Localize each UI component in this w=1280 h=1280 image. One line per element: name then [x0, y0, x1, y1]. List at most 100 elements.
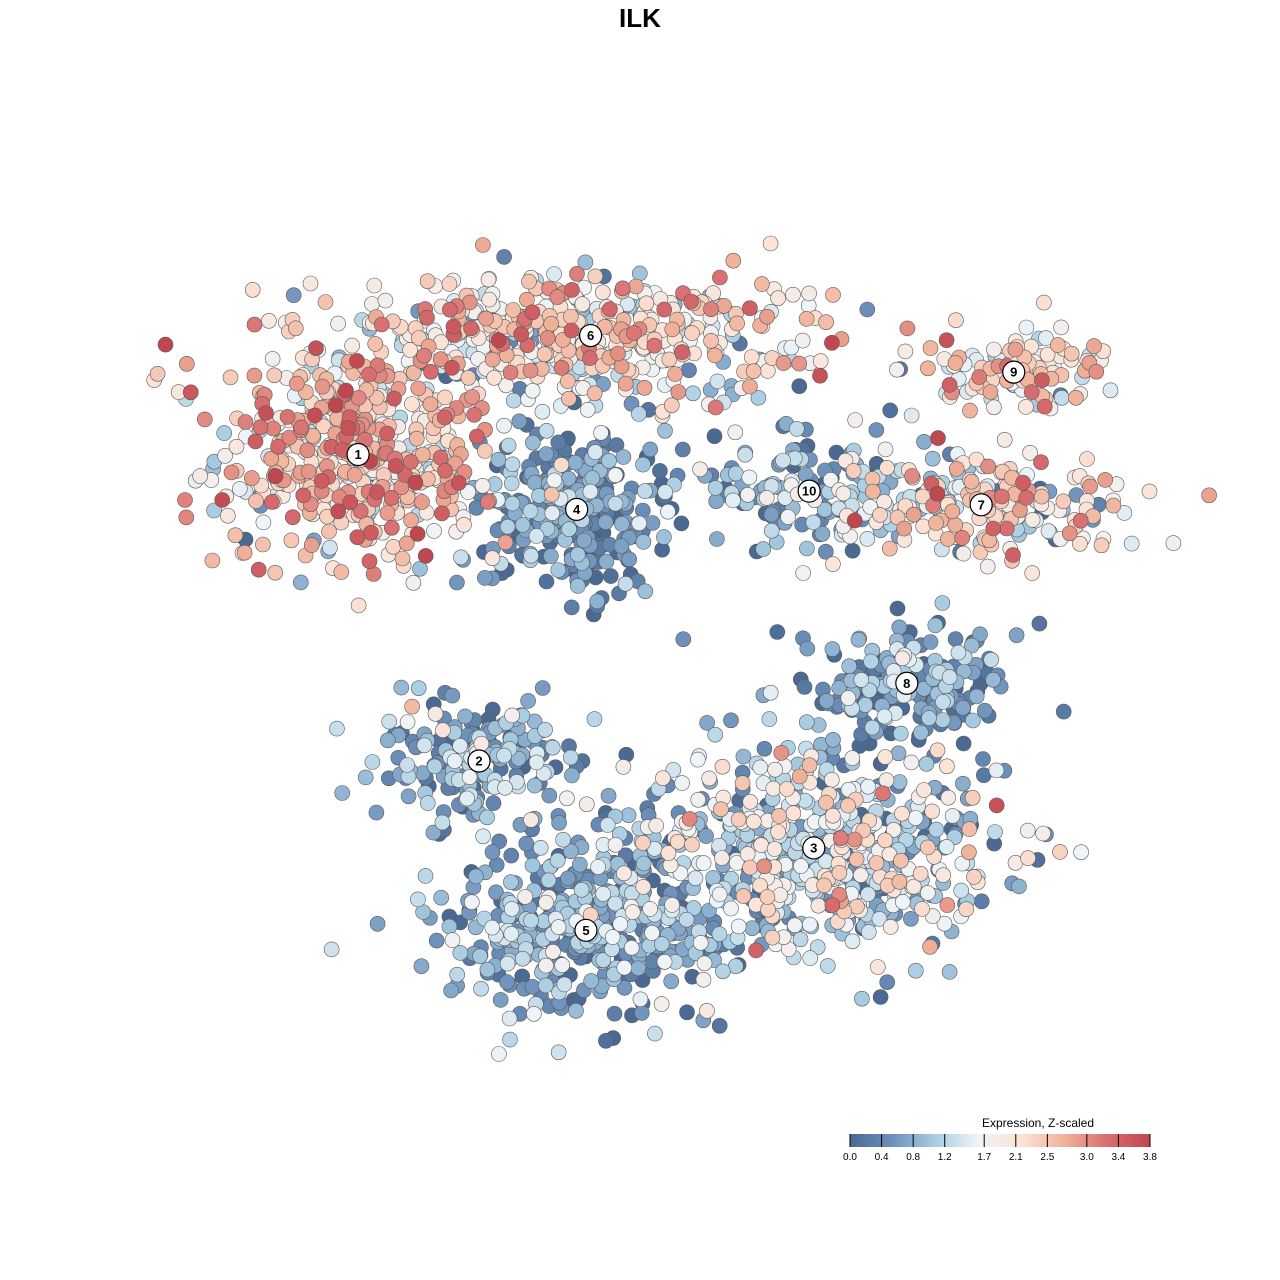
cell-point — [766, 841, 783, 857]
cell-point — [535, 765, 552, 782]
cell-point — [748, 942, 764, 959]
cell-point — [244, 470, 260, 486]
cell-point — [831, 864, 848, 881]
cell-point — [285, 287, 302, 304]
cell-point — [386, 390, 402, 407]
cell-point — [1018, 490, 1034, 506]
cell-point — [614, 280, 631, 297]
cell-point — [587, 268, 604, 285]
cell-point — [178, 509, 195, 526]
cell-point — [307, 407, 323, 424]
cell-point — [206, 502, 222, 519]
cell-point — [847, 412, 864, 428]
cell-point — [824, 641, 841, 657]
cell-point — [330, 315, 346, 332]
cell-point — [550, 919, 567, 935]
cell-point — [971, 369, 988, 385]
cell-point — [860, 886, 876, 903]
cell-point — [490, 451, 507, 468]
cell-point — [488, 884, 504, 901]
cell-point — [879, 459, 895, 476]
cell-point — [1105, 497, 1122, 514]
cell-point — [664, 897, 680, 913]
cell-point — [899, 320, 916, 337]
cell-point — [387, 458, 404, 474]
cell-point — [882, 919, 899, 935]
cell-point — [179, 355, 195, 372]
cell-point — [924, 908, 941, 924]
cell-point — [361, 553, 378, 570]
cell-point — [577, 254, 594, 271]
cell-point — [287, 320, 304, 337]
cell-point — [996, 431, 1013, 448]
cell-point — [403, 512, 419, 529]
cell-point — [432, 449, 449, 466]
legend-colorbar — [850, 1134, 1150, 1147]
cell-point — [1052, 844, 1068, 860]
cell-point — [656, 529, 672, 545]
cell-point — [872, 507, 888, 523]
cell-point — [1008, 627, 1025, 644]
cell-point — [399, 757, 416, 773]
cell-point — [812, 353, 829, 369]
cell-point — [703, 301, 719, 318]
cell-point — [551, 814, 567, 831]
cell-point — [1020, 850, 1036, 866]
cell-point — [1072, 512, 1089, 529]
cell-point — [1165, 535, 1182, 551]
cell-point — [844, 750, 861, 766]
cell-point — [157, 336, 174, 353]
cell-point — [281, 429, 298, 446]
cell-point — [583, 973, 600, 989]
cell-point — [818, 693, 835, 709]
cell-point — [644, 515, 661, 531]
cell-point — [1020, 822, 1036, 839]
cell-point — [321, 523, 337, 540]
cell-point — [606, 1005, 623, 1022]
cell-point — [818, 314, 834, 331]
cell-point — [986, 399, 1002, 416]
cell-point — [714, 850, 730, 866]
cell-point — [468, 428, 485, 445]
cell-point — [742, 793, 759, 810]
cell-point — [685, 900, 702, 916]
cell-point — [373, 316, 390, 333]
cell-point — [798, 714, 815, 731]
cell-point — [986, 341, 1002, 358]
cell-point — [1054, 389, 1070, 406]
cell-point — [329, 720, 345, 737]
cell-point — [1082, 478, 1098, 495]
cluster-label-badge — [969, 493, 993, 517]
cell-point — [405, 574, 422, 591]
cell-point — [562, 749, 579, 766]
cell-point — [560, 870, 576, 887]
cell-point — [955, 699, 971, 716]
cell-point — [491, 1046, 507, 1062]
cell-point — [875, 785, 891, 802]
cell-point — [264, 494, 280, 510]
cluster-label-badge — [797, 479, 821, 503]
cell-point — [402, 454, 419, 470]
cell-point — [670, 384, 687, 400]
cell-point — [756, 858, 773, 875]
cell-point — [352, 503, 369, 519]
cluster-label-2: 2 — [467, 749, 491, 773]
cell-point — [665, 762, 682, 778]
cell-point — [795, 565, 812, 581]
cell-point — [177, 492, 193, 508]
cell-point — [526, 777, 543, 794]
cell-point — [314, 378, 331, 395]
cell-point — [765, 780, 782, 797]
cell-point — [364, 754, 381, 770]
cell-point — [709, 373, 726, 390]
cell-point — [840, 797, 856, 814]
cell-point — [549, 289, 566, 305]
cell-point — [616, 959, 633, 976]
cell-point — [564, 282, 580, 298]
cell-point — [972, 626, 988, 643]
cell-point — [919, 839, 936, 856]
cell-point — [735, 748, 752, 765]
cell-point — [496, 747, 512, 764]
cell-point — [674, 344, 690, 360]
cell-point — [484, 701, 501, 718]
